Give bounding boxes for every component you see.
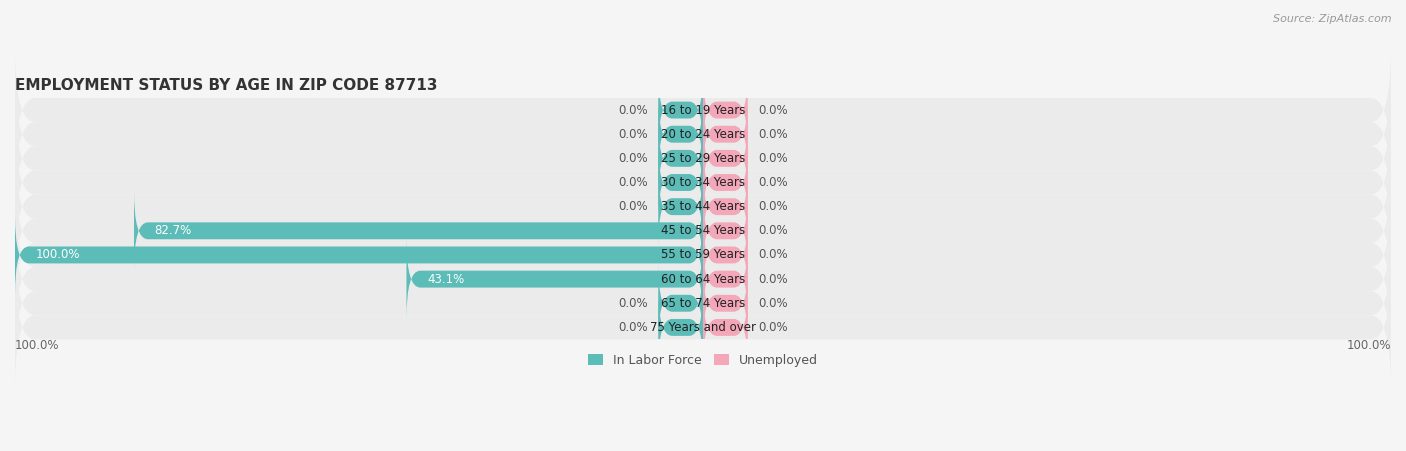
FancyBboxPatch shape <box>703 167 748 247</box>
FancyBboxPatch shape <box>15 219 1391 340</box>
FancyBboxPatch shape <box>15 194 1391 315</box>
Text: 75 Years and over: 75 Years and over <box>650 321 756 334</box>
FancyBboxPatch shape <box>703 94 748 174</box>
FancyBboxPatch shape <box>658 263 703 343</box>
FancyBboxPatch shape <box>658 70 703 150</box>
FancyBboxPatch shape <box>15 243 1391 364</box>
FancyBboxPatch shape <box>703 239 748 319</box>
FancyBboxPatch shape <box>15 98 1391 219</box>
FancyBboxPatch shape <box>703 263 748 343</box>
Text: 0.0%: 0.0% <box>758 176 787 189</box>
Text: 30 to 34 Years: 30 to 34 Years <box>661 176 745 189</box>
FancyBboxPatch shape <box>15 146 1391 267</box>
FancyBboxPatch shape <box>658 143 703 222</box>
Text: 0.0%: 0.0% <box>758 321 787 334</box>
Text: 0.0%: 0.0% <box>758 200 787 213</box>
Text: 0.0%: 0.0% <box>758 152 787 165</box>
Text: 0.0%: 0.0% <box>619 200 648 213</box>
FancyBboxPatch shape <box>703 119 748 198</box>
FancyBboxPatch shape <box>658 167 703 247</box>
Text: 25 to 29 Years: 25 to 29 Years <box>661 152 745 165</box>
Text: 35 to 44 Years: 35 to 44 Years <box>661 200 745 213</box>
Text: 0.0%: 0.0% <box>758 128 787 141</box>
Text: 82.7%: 82.7% <box>155 224 191 237</box>
Legend: In Labor Force, Unemployed: In Labor Force, Unemployed <box>583 349 823 372</box>
Text: 65 to 74 Years: 65 to 74 Years <box>661 297 745 310</box>
Text: 100.0%: 100.0% <box>15 340 59 353</box>
Text: 45 to 54 Years: 45 to 54 Years <box>661 224 745 237</box>
FancyBboxPatch shape <box>134 191 703 271</box>
FancyBboxPatch shape <box>406 239 703 319</box>
Text: 0.0%: 0.0% <box>758 297 787 310</box>
FancyBboxPatch shape <box>703 288 748 367</box>
FancyBboxPatch shape <box>658 288 703 367</box>
Text: 0.0%: 0.0% <box>619 321 648 334</box>
Text: 20 to 24 Years: 20 to 24 Years <box>661 128 745 141</box>
Text: EMPLOYMENT STATUS BY AGE IN ZIP CODE 87713: EMPLOYMENT STATUS BY AGE IN ZIP CODE 877… <box>15 78 437 93</box>
Text: Source: ZipAtlas.com: Source: ZipAtlas.com <box>1274 14 1392 23</box>
Text: 43.1%: 43.1% <box>427 272 464 285</box>
Text: 0.0%: 0.0% <box>758 224 787 237</box>
Text: 0.0%: 0.0% <box>619 152 648 165</box>
FancyBboxPatch shape <box>658 119 703 198</box>
FancyBboxPatch shape <box>703 191 748 271</box>
Text: 0.0%: 0.0% <box>758 272 787 285</box>
Text: 0.0%: 0.0% <box>619 128 648 141</box>
Text: 55 to 59 Years: 55 to 59 Years <box>661 249 745 262</box>
Text: 0.0%: 0.0% <box>619 176 648 189</box>
Text: 100.0%: 100.0% <box>1347 340 1391 353</box>
FancyBboxPatch shape <box>15 50 1391 170</box>
Text: 0.0%: 0.0% <box>758 104 787 116</box>
FancyBboxPatch shape <box>703 215 748 295</box>
FancyBboxPatch shape <box>15 74 1391 194</box>
FancyBboxPatch shape <box>15 170 1391 291</box>
FancyBboxPatch shape <box>703 70 748 150</box>
Text: 0.0%: 0.0% <box>758 249 787 262</box>
FancyBboxPatch shape <box>15 267 1391 388</box>
FancyBboxPatch shape <box>658 94 703 174</box>
Text: 0.0%: 0.0% <box>619 297 648 310</box>
Text: 0.0%: 0.0% <box>619 104 648 116</box>
Text: 100.0%: 100.0% <box>35 249 80 262</box>
FancyBboxPatch shape <box>703 143 748 222</box>
Text: 60 to 64 Years: 60 to 64 Years <box>661 272 745 285</box>
Text: 16 to 19 Years: 16 to 19 Years <box>661 104 745 116</box>
FancyBboxPatch shape <box>15 215 703 295</box>
FancyBboxPatch shape <box>15 122 1391 243</box>
